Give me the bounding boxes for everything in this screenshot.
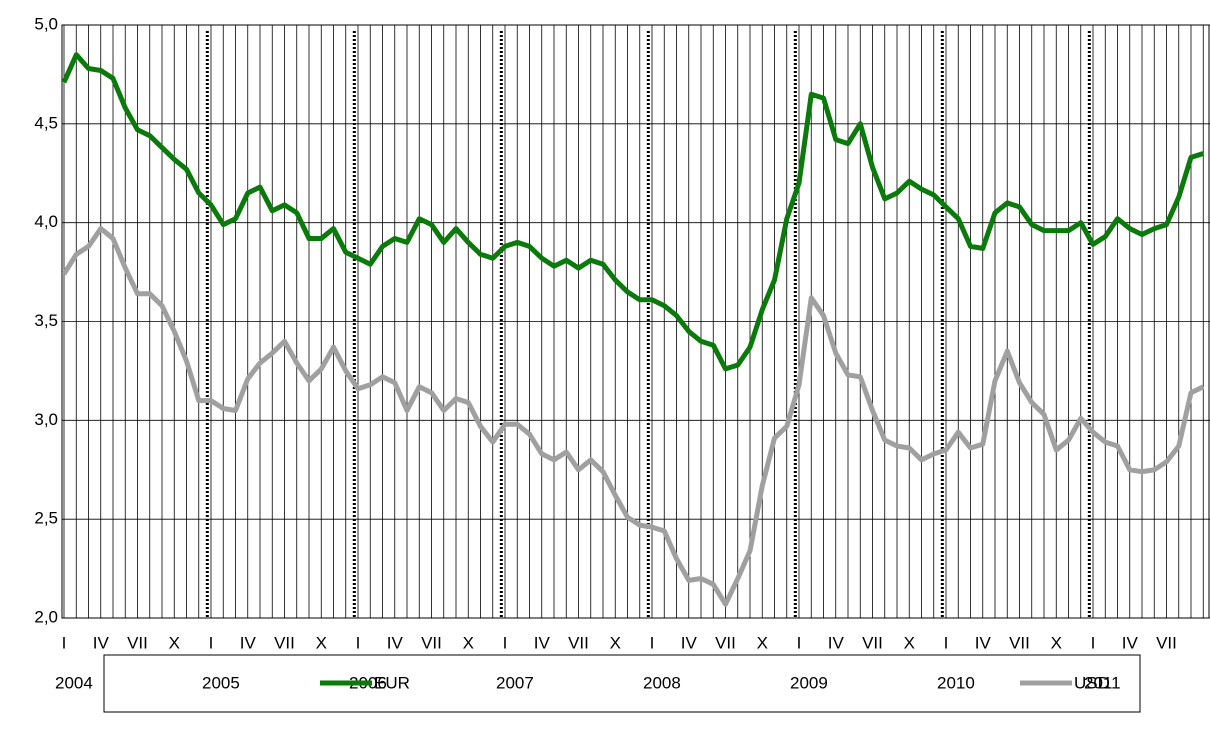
x-tick-label: VII (127, 633, 148, 652)
x-tick-label: X (463, 633, 474, 652)
x-tick-label: VII (715, 633, 736, 652)
x-tick-label: IV (240, 633, 257, 652)
x-tick-label: IV (387, 633, 404, 652)
x-tick-label: VII (1009, 633, 1030, 652)
y-tick-label: 3,5 (34, 311, 58, 330)
x-tick-label: I (209, 633, 214, 652)
x-tick-label: X (316, 633, 327, 652)
year-label: 2011 (1084, 673, 1121, 692)
y-tick-label: 5,0 (34, 14, 58, 33)
x-tick-label: IV (828, 633, 845, 652)
y-tick-label: 2,0 (34, 607, 58, 626)
year-label: 2005 (202, 673, 240, 692)
year-label: 2004 (55, 673, 93, 692)
x-tick-label: IV (681, 633, 698, 652)
year-label: 2009 (790, 673, 828, 692)
x-tick-label: I (503, 633, 508, 652)
year-label: 2010 (937, 673, 975, 692)
x-tick-label: IV (1122, 633, 1139, 652)
x-tick-label: X (1051, 633, 1062, 652)
legend-label: USD (1074, 673, 1110, 692)
x-tick-label: X (904, 633, 915, 652)
x-tick-label: I (797, 633, 802, 652)
x-tick-label: VII (274, 633, 295, 652)
x-tick-label: I (356, 633, 361, 652)
x-tick-label: X (757, 633, 768, 652)
series-line (61, 52, 1205, 372)
x-tick-label: IV (93, 633, 110, 652)
legend-box (103, 654, 1141, 713)
series-line (61, 226, 1205, 607)
x-tick-label: I (1091, 633, 1096, 652)
x-tick-label: IV (975, 633, 992, 652)
y-tick-label: 4,5 (34, 113, 58, 132)
y-tick-label: 2,5 (34, 509, 58, 528)
x-tick-label: I (944, 633, 949, 652)
x-tick-label: X (169, 633, 180, 652)
y-tick-label: 4,0 (34, 212, 58, 231)
x-tick-label: I (62, 633, 67, 652)
x-tick-label: X (610, 633, 621, 652)
year-label: 2007 (496, 673, 534, 692)
legend-label: EUR (374, 673, 410, 692)
x-tick-label: VII (862, 633, 883, 652)
plot-frame (61, 24, 1210, 619)
x-tick-label: I (650, 633, 655, 652)
x-tick-label: VII (421, 633, 442, 652)
x-tick-label: VII (1156, 633, 1177, 652)
x-tick-label: IV (534, 633, 551, 652)
year-label: 2008 (643, 673, 681, 692)
y-tick-label: 3,0 (34, 410, 58, 429)
x-tick-label: VII (568, 633, 589, 652)
